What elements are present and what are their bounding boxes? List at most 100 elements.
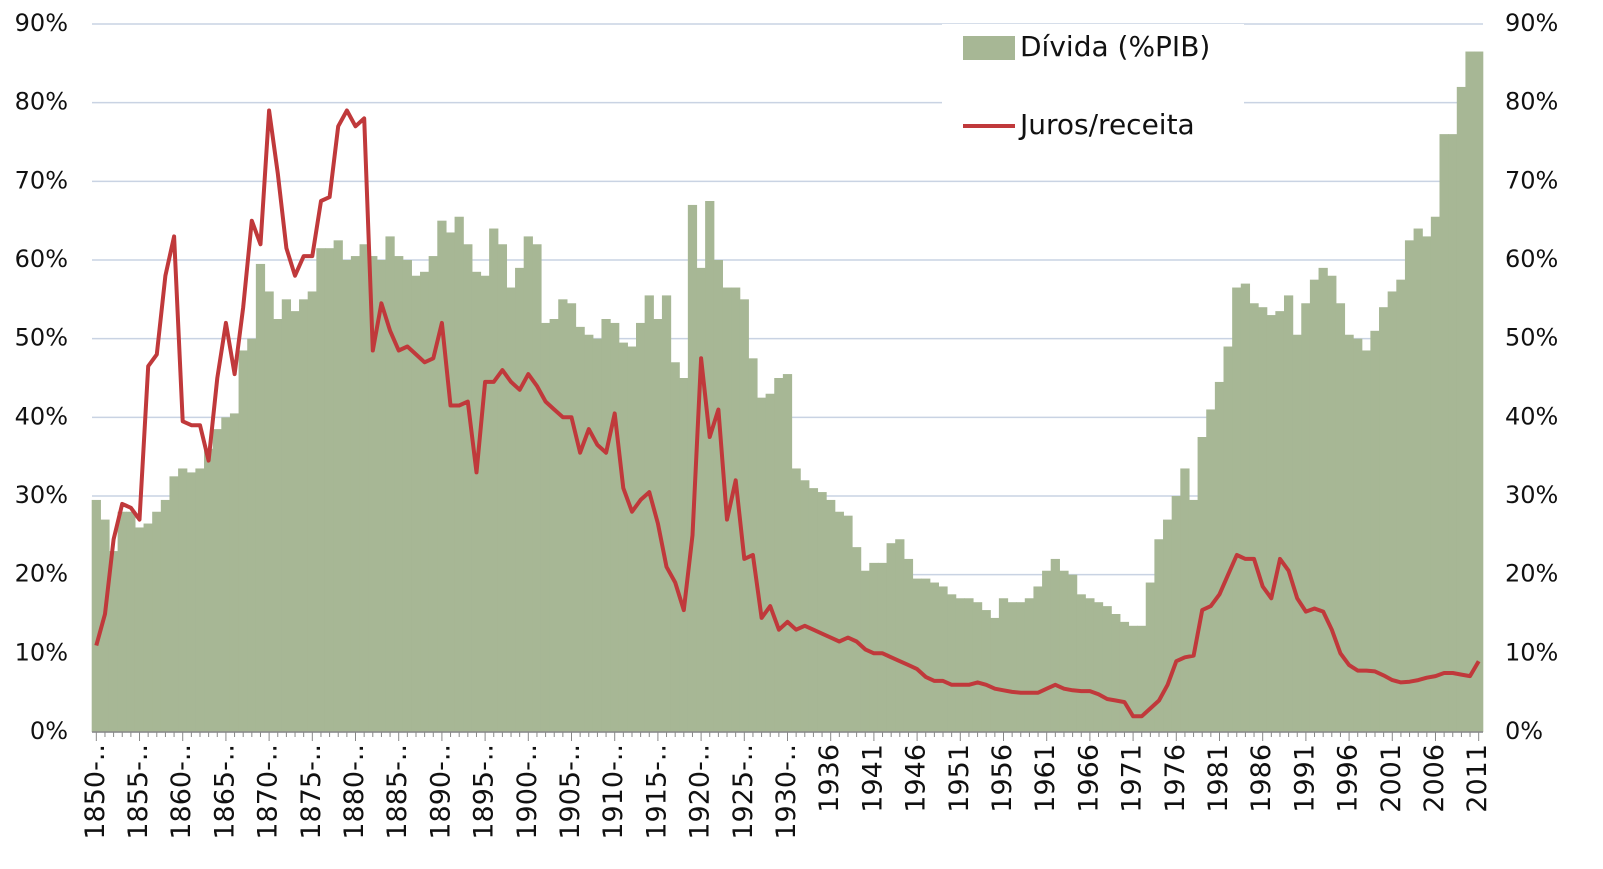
debt-bar [687, 204, 698, 732]
x-tick-label: 1910-.. [598, 744, 629, 840]
debt-bar [126, 511, 136, 732]
y2-tick-label: 40% [1505, 402, 1558, 430]
debt-bar [350, 256, 361, 732]
debt-bar [869, 562, 879, 732]
debt-bar [912, 578, 922, 732]
debt-bar [324, 248, 335, 732]
x-tick-label: 1981 [1203, 744, 1234, 813]
debt-bar [1422, 236, 1432, 732]
debt-bar [782, 374, 793, 732]
debt-bar [1413, 228, 1423, 733]
debt-bar [705, 201, 715, 732]
debt-bar [1206, 409, 1216, 732]
debt-bar [1007, 602, 1017, 732]
debt-bar [100, 519, 110, 732]
debt-bar [299, 299, 309, 732]
debt-bar [748, 358, 758, 732]
debt-bar [160, 499, 171, 732]
debt-bar [1154, 539, 1164, 732]
debt-bar [575, 326, 585, 732]
debt-bar [1223, 346, 1233, 732]
debt-bar [756, 397, 767, 732]
legend-label: Juros/receita [1018, 108, 1195, 141]
x-tick-label: 1946 [901, 744, 932, 813]
debt-bar [1309, 279, 1320, 732]
x-tick-label: 1930-.. [771, 744, 802, 840]
x-tick-label: 1961 [1030, 744, 1061, 813]
legend-swatch [963, 36, 1015, 60]
debt-bar [1067, 574, 1078, 732]
debt-bar [1379, 307, 1389, 732]
x-tick-label: 1971 [1117, 744, 1148, 813]
x-tick-label: 1991 [1289, 744, 1320, 813]
x-tick-label: 1880-.. [339, 744, 370, 840]
debt-bar [134, 527, 145, 732]
debt-bar [238, 350, 248, 732]
debt-bar [1188, 499, 1199, 732]
debt-bar [1275, 311, 1285, 732]
debt-bar [1059, 570, 1069, 732]
debt-bar [1387, 291, 1397, 732]
debt-bar [998, 598, 1009, 732]
debt-bar [506, 287, 516, 732]
debt-bar [178, 468, 188, 732]
debt-bar [1370, 330, 1380, 732]
y-tick-label: 70% [15, 166, 68, 194]
debt-bar [791, 468, 801, 732]
x-tick-label: 1855-.. [123, 744, 154, 840]
debt-bar [731, 287, 741, 732]
x-tick-label: 2001 [1376, 744, 1407, 813]
y2-tick-label: 70% [1505, 166, 1558, 194]
debt-bar [826, 499, 836, 732]
debt-bar [592, 338, 603, 732]
debt-bar [947, 594, 957, 732]
debt-bar [1439, 134, 1449, 733]
debt-bar [1050, 558, 1060, 732]
debt-bar [1102, 606, 1112, 732]
debt-bar [445, 232, 456, 732]
x-tick-label: 1986 [1246, 744, 1277, 813]
debt-bar [618, 342, 628, 732]
debt-bar [1171, 496, 1181, 732]
debt-bar [264, 291, 274, 732]
debt-bar [195, 468, 205, 732]
x-tick-label: 1976 [1160, 744, 1191, 813]
debt-bar [1301, 303, 1311, 732]
debt-bar [394, 256, 404, 732]
debt-bar [307, 291, 317, 732]
debt-bar [566, 303, 577, 732]
debt-bar [1283, 295, 1294, 732]
debt-bar [1214, 381, 1225, 732]
y2-tick-label: 80% [1505, 88, 1558, 116]
debt-bar [661, 295, 672, 732]
x-tick-label: 1966 [1073, 744, 1104, 813]
debt-bar [1111, 614, 1121, 732]
debt-bar [540, 322, 551, 732]
debt-bar [273, 319, 283, 732]
debt-bar [903, 558, 914, 732]
debt-bar [497, 244, 508, 732]
debt-bar [808, 488, 819, 732]
debt-bar [255, 263, 266, 732]
x-tick-label: 1920-.. [685, 744, 716, 840]
debt-bar [610, 322, 620, 732]
x-tick-label: 1870-.. [253, 744, 284, 840]
x-tick-label: 1905-.. [555, 744, 586, 840]
debt-bar [152, 511, 162, 732]
y-tick-label: 30% [15, 481, 68, 509]
debt-bar [1266, 315, 1276, 732]
debt-bar [877, 562, 888, 732]
debt-bar [1249, 303, 1259, 732]
y-tick-label: 80% [15, 88, 68, 116]
x-tick-label: 1925-.. [728, 744, 759, 840]
x-tick-label: 2011 [1462, 744, 1493, 813]
y2-tick-label: 0% [1505, 717, 1543, 745]
x-tick-label: 1996 [1333, 744, 1364, 813]
debt-bar [437, 220, 447, 732]
debt-bar [1024, 598, 1035, 732]
debt-bar [143, 523, 153, 732]
debt-bar [1119, 621, 1130, 732]
debt-bar [1128, 625, 1138, 732]
debt-bar [169, 476, 179, 732]
